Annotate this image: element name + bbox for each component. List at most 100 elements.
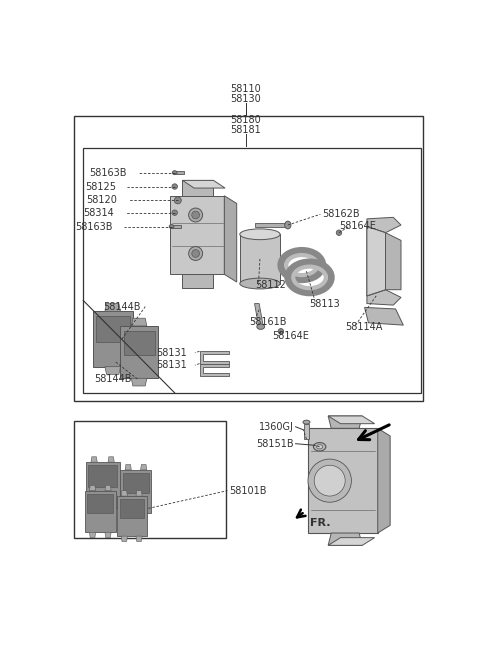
Polygon shape — [105, 485, 111, 491]
Polygon shape — [200, 352, 229, 363]
Polygon shape — [328, 533, 362, 545]
Circle shape — [172, 210, 178, 215]
Circle shape — [192, 211, 200, 219]
Text: 58180: 58180 — [230, 115, 262, 125]
Text: 58113: 58113 — [310, 298, 340, 308]
Polygon shape — [105, 532, 111, 538]
Polygon shape — [108, 508, 114, 514]
Text: 58144B: 58144B — [94, 374, 132, 384]
Polygon shape — [125, 464, 132, 470]
Polygon shape — [89, 485, 96, 491]
Text: 58151B: 58151B — [256, 439, 294, 449]
Text: 58120: 58120 — [86, 195, 117, 205]
Ellipse shape — [303, 420, 310, 424]
Text: 58164E: 58164E — [272, 331, 309, 341]
Circle shape — [189, 247, 203, 260]
Polygon shape — [85, 491, 116, 532]
Polygon shape — [132, 379, 147, 386]
Polygon shape — [105, 367, 120, 375]
Text: 1360GJ: 1360GJ — [259, 422, 294, 432]
Polygon shape — [132, 318, 147, 326]
Polygon shape — [123, 331, 155, 355]
Polygon shape — [378, 428, 390, 533]
Polygon shape — [240, 234, 280, 283]
Polygon shape — [170, 195, 224, 274]
Polygon shape — [96, 316, 130, 342]
Polygon shape — [93, 311, 133, 367]
Text: 58314: 58314 — [84, 208, 114, 218]
Polygon shape — [328, 538, 375, 545]
Circle shape — [278, 329, 284, 334]
Polygon shape — [367, 226, 385, 296]
Polygon shape — [367, 226, 401, 296]
Polygon shape — [120, 326, 157, 379]
Ellipse shape — [240, 229, 280, 239]
Bar — [74, 115, 423, 401]
Text: 58130: 58130 — [230, 94, 262, 104]
Circle shape — [174, 197, 181, 204]
Ellipse shape — [313, 443, 326, 451]
Polygon shape — [117, 496, 147, 536]
Polygon shape — [121, 536, 127, 541]
Text: 58163B: 58163B — [89, 168, 127, 178]
Ellipse shape — [316, 445, 323, 449]
Polygon shape — [87, 494, 113, 513]
Circle shape — [314, 465, 345, 496]
Polygon shape — [182, 274, 214, 288]
Text: 58162B: 58162B — [322, 209, 360, 219]
Text: 58161B: 58161B — [249, 317, 287, 327]
Bar — [74, 420, 226, 538]
Polygon shape — [88, 465, 117, 487]
Polygon shape — [308, 428, 378, 533]
Circle shape — [308, 459, 351, 502]
Polygon shape — [175, 171, 184, 174]
Text: 58131: 58131 — [156, 360, 187, 370]
Polygon shape — [328, 416, 362, 428]
Text: 58125: 58125 — [85, 182, 116, 192]
Polygon shape — [365, 308, 403, 325]
Polygon shape — [89, 532, 96, 538]
Polygon shape — [254, 304, 263, 325]
Polygon shape — [108, 457, 114, 462]
Polygon shape — [123, 473, 149, 493]
Ellipse shape — [240, 278, 280, 289]
Ellipse shape — [169, 224, 174, 228]
Polygon shape — [91, 457, 97, 462]
Circle shape — [172, 184, 178, 189]
Ellipse shape — [257, 324, 264, 329]
Polygon shape — [136, 536, 142, 541]
Polygon shape — [105, 304, 120, 311]
Polygon shape — [182, 180, 214, 195]
Circle shape — [189, 208, 203, 222]
Polygon shape — [200, 363, 229, 376]
Polygon shape — [125, 513, 132, 518]
Text: 58144B: 58144B — [103, 302, 141, 312]
Polygon shape — [91, 508, 97, 514]
Polygon shape — [224, 195, 237, 282]
Polygon shape — [85, 462, 120, 508]
Polygon shape — [367, 217, 401, 233]
Polygon shape — [328, 416, 375, 424]
Polygon shape — [367, 290, 401, 305]
Polygon shape — [121, 491, 127, 496]
Circle shape — [192, 250, 200, 257]
Text: 58110: 58110 — [230, 85, 262, 94]
Polygon shape — [120, 499, 144, 518]
Text: 58112: 58112 — [255, 280, 286, 290]
Text: 58164E: 58164E — [339, 221, 376, 231]
Text: 58163B: 58163B — [75, 222, 113, 232]
Ellipse shape — [172, 171, 177, 174]
Polygon shape — [141, 513, 147, 518]
Polygon shape — [182, 180, 225, 188]
Polygon shape — [172, 225, 181, 228]
Circle shape — [336, 230, 342, 236]
Bar — [83, 148, 421, 393]
Text: 58131: 58131 — [156, 348, 187, 358]
Polygon shape — [120, 470, 152, 513]
Ellipse shape — [285, 221, 291, 229]
Polygon shape — [141, 464, 147, 470]
Polygon shape — [136, 491, 142, 496]
Text: 58114A: 58114A — [345, 321, 383, 332]
Polygon shape — [304, 424, 309, 439]
Text: 58101B: 58101B — [229, 485, 266, 496]
